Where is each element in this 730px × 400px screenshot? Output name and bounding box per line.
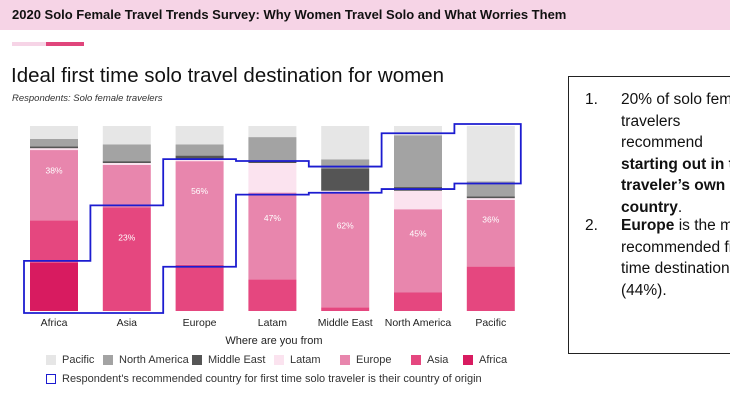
bar-segment-middle-east-middle-east (321, 168, 370, 191)
x-tick-label: Europe (183, 317, 217, 329)
bar-segment-asia-middle-east (102, 161, 151, 163)
bar-segment-pacific-europe (466, 200, 515, 267)
legend-highlight-label: Respondent's recommended country for fir… (62, 373, 482, 385)
bar-segment-europe-asia (175, 264, 224, 311)
legend-swatch (192, 355, 202, 365)
bar-segment-latam-pacific (248, 126, 297, 138)
bar-segment-middle-east-north-america (321, 159, 370, 169)
bar-segment-europe-europe (175, 161, 224, 265)
legend-swatch (274, 355, 284, 365)
bar-segment-middle-east-europe (321, 192, 370, 308)
x-axis-title: Where are you from (225, 335, 322, 347)
bar-segment-latam-asia (248, 279, 297, 311)
finding-number: 2. (585, 217, 598, 234)
bar-segment-pacific-middle-east (466, 196, 515, 199)
bar-segment-latam-europe (248, 192, 297, 280)
bar-segment-europe-pacific (175, 126, 224, 145)
bar-segment-latam-north-america (248, 137, 297, 162)
data-label: 56% (191, 186, 208, 196)
data-label: 38% (45, 166, 62, 176)
bar-segment-asia-pacific (102, 126, 151, 145)
finding-text: 20% of solo female travelers recommend s… (621, 89, 730, 218)
x-tick-label: Africa (41, 317, 68, 329)
data-label: 62% (337, 221, 354, 231)
legend-label: Latam (290, 354, 321, 366)
bar-segment-north-america-asia (394, 292, 442, 311)
bar-segment-africa-africa (30, 262, 78, 311)
finding-text-emphasis: starting out in the traveler’s own count… (621, 155, 730, 216)
bar-segment-asia-latam (102, 163, 151, 165)
bar-segment-europe-latam (175, 159, 224, 162)
finding-text-part: 20% of solo female travelers recommend (621, 91, 730, 151)
legend-swatch (411, 355, 421, 365)
bar-segment-middle-east-latam (321, 190, 370, 193)
chart-title: Ideal first time solo travel destination… (11, 64, 444, 87)
legend-label: Asia (427, 354, 449, 366)
bar-segment-north-america-north-america (394, 135, 442, 188)
data-label: 45% (409, 229, 426, 239)
own-country-highlight-outline (23, 123, 522, 314)
bar-segment-pacific-latam (466, 198, 515, 200)
data-label: 36% (482, 215, 499, 225)
bar-segment-asia-north-america (102, 144, 151, 162)
legend-swatch (463, 355, 473, 365)
finding-text: Europe is the most recommended first tim… (621, 215, 730, 301)
data-label: 47% (264, 213, 281, 223)
page-title: 2020 Solo Female Travel Trends Survey: W… (12, 7, 567, 22)
finding-text-part: is the most recommended first time desti… (621, 217, 730, 299)
finding-text-part: . (677, 198, 683, 216)
key-findings-box: 1. 20% of solo female travelers recommen… (568, 76, 730, 354)
bar-segment-latam-latam (248, 163, 297, 193)
bar-segment-africa-north-america (30, 138, 78, 147)
bar-segment-africa-asia (30, 220, 78, 263)
bar-segment-north-america-europe (394, 209, 442, 293)
data-label: 23% (118, 232, 135, 242)
bar-segment-asia-asia (102, 207, 151, 311)
finding-text-emphasis: Europe (621, 217, 675, 234)
x-tick-label: Middle East (318, 317, 373, 329)
header-band (0, 0, 730, 30)
finding-number: 1. (585, 91, 598, 108)
bar-segment-europe-middle-east (175, 155, 224, 160)
bar-segment-africa-europe (30, 150, 78, 221)
bar-segment-europe-north-america (175, 144, 224, 156)
legend-swatch (103, 355, 113, 365)
bar-segment-north-america-latam (394, 190, 442, 210)
bar-segment-asia-europe (102, 164, 151, 208)
bar-segment-north-america-pacific (394, 126, 442, 136)
bar-segment-pacific-asia (466, 266, 515, 311)
x-tick-label: North America (385, 317, 452, 329)
blue-outline-swatch (46, 374, 56, 384)
bar-segment-africa-middle-east (30, 146, 78, 149)
legend-label: Pacific (62, 354, 95, 366)
legend-label: Europe (356, 354, 392, 366)
x-tick-label: Asia (117, 317, 138, 329)
legend-label: Africa (479, 354, 508, 366)
accent-bar-dark (46, 42, 84, 46)
x-tick-label: Pacific (475, 317, 506, 329)
chart-subtitle: Respondents: Solo female travelers (12, 93, 163, 104)
legend-swatch (340, 355, 350, 365)
bar-segment-middle-east-asia (321, 307, 370, 311)
legend-label: North America (119, 354, 189, 366)
bar-segment-africa-latam (30, 148, 78, 151)
x-tick-label: Latam (258, 317, 287, 329)
bar-segment-pacific-pacific (466, 126, 515, 182)
bar-segment-latam-middle-east (248, 161, 297, 163)
bar-segment-africa-pacific (30, 126, 78, 139)
accent-bar-light (12, 42, 46, 46)
legend-label: Middle East (208, 354, 266, 366)
bar-segment-pacific-north-america (466, 181, 515, 197)
bar-segment-middle-east-pacific (321, 126, 370, 160)
legend-swatch (46, 355, 56, 365)
